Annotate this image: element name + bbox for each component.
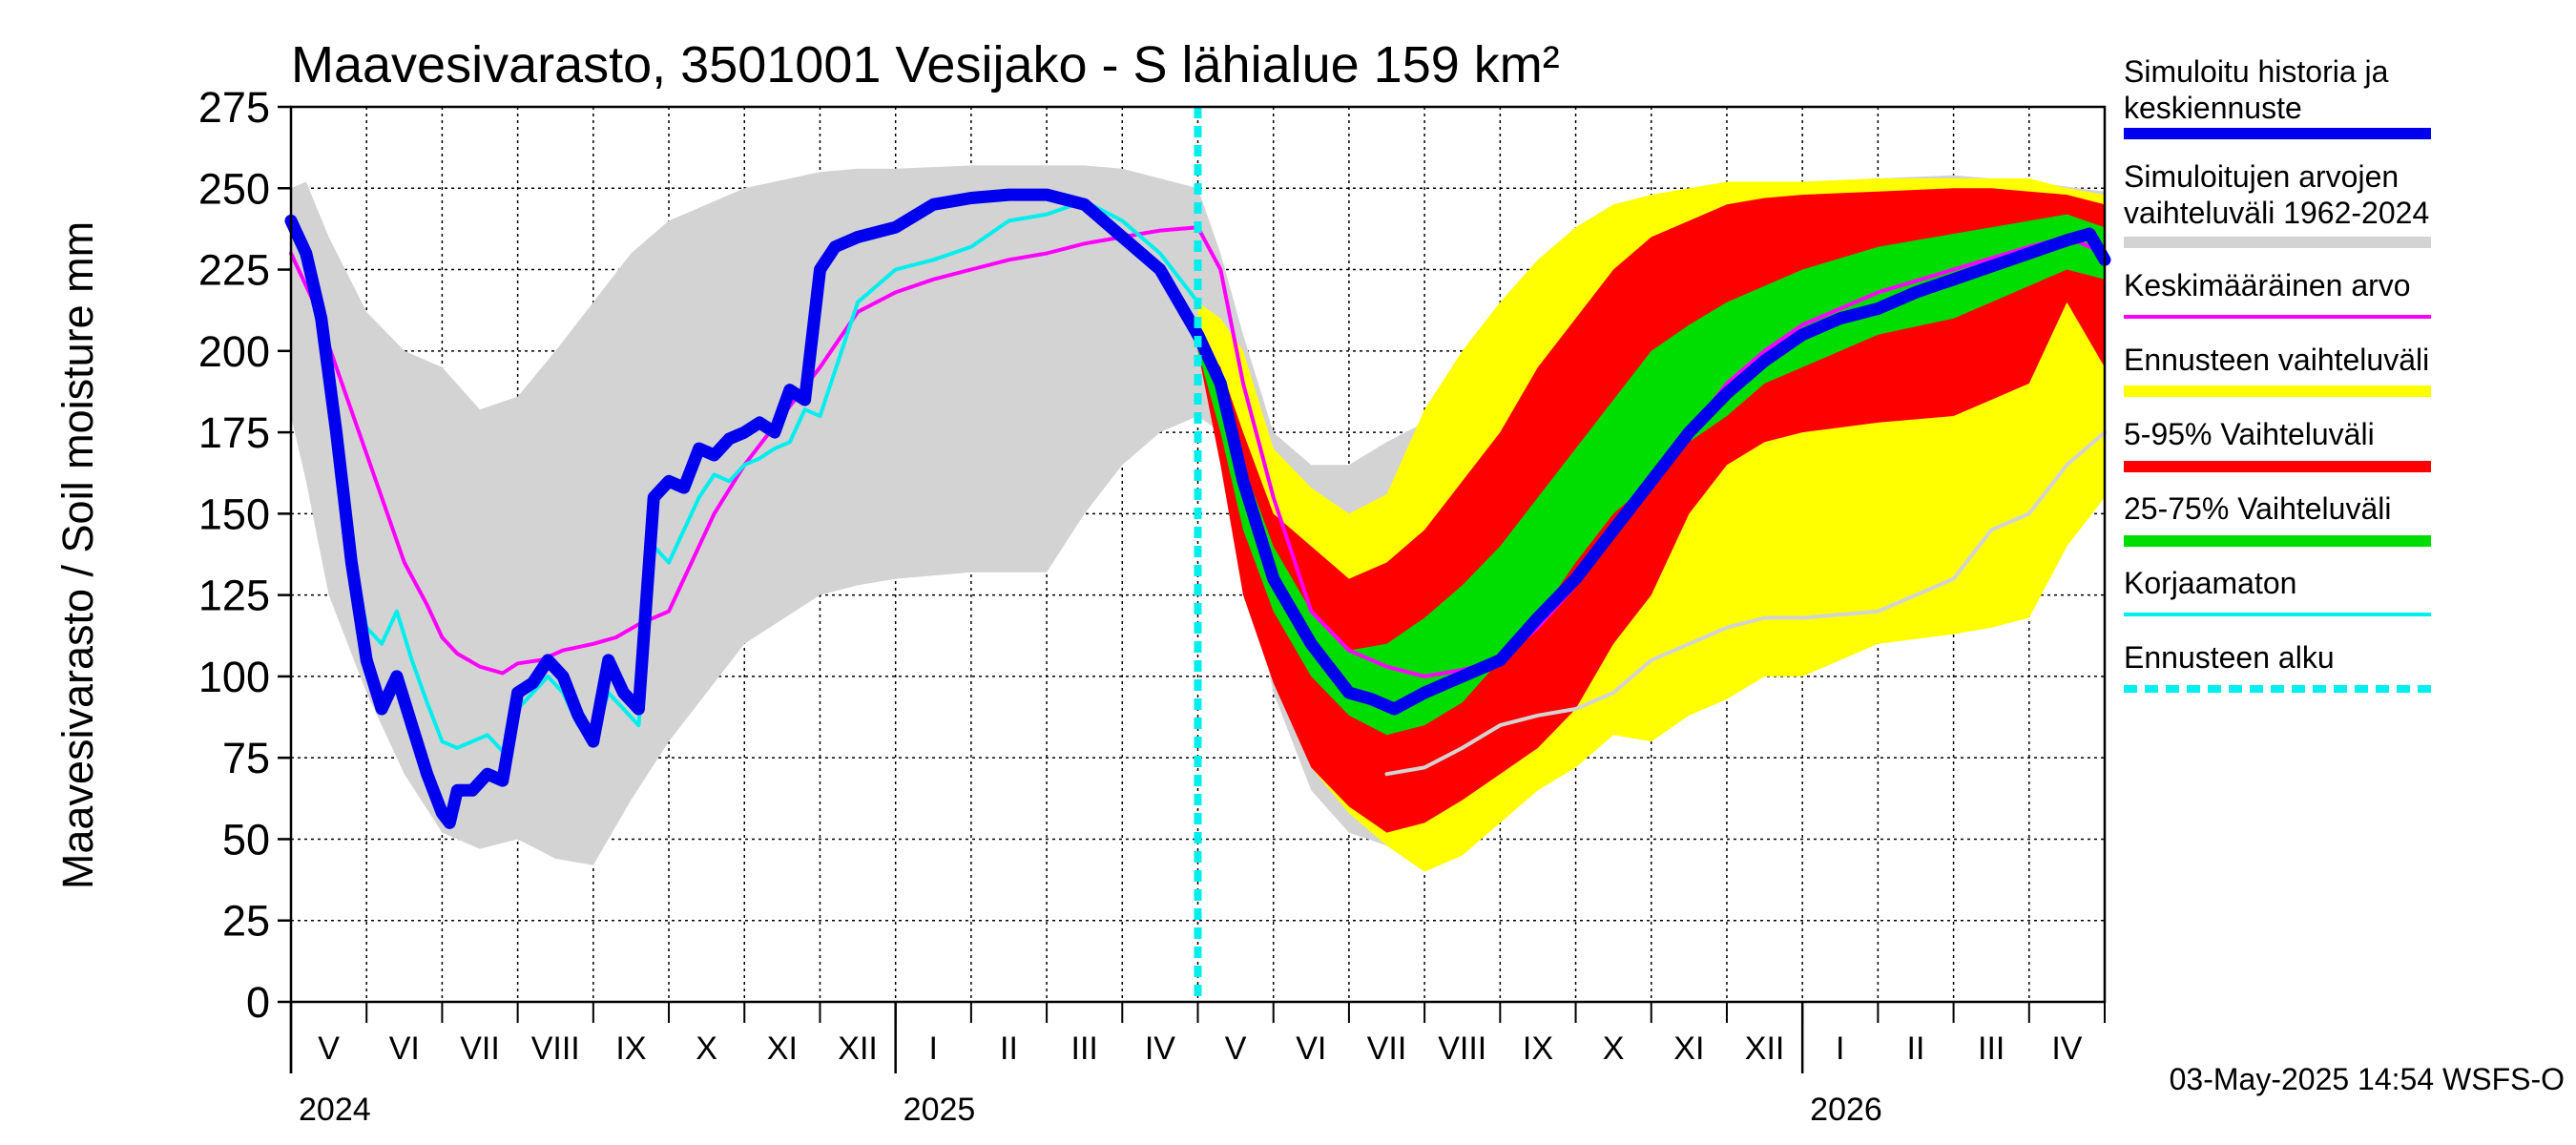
month-label: X <box>696 1030 717 1067</box>
legend-label: 5-95% Vaihteluväli <box>2124 417 2375 451</box>
month-label: VIII <box>531 1030 580 1067</box>
timestamp-label: 03-May-2025 14:54 WSFS-O <box>2170 1062 2565 1096</box>
year-label: 2024 <box>299 1092 371 1128</box>
month-label: VII <box>1367 1030 1407 1067</box>
series-line-2 <box>289 198 1200 754</box>
legend-label: Simuloitujen arvojen vaihteluväli 1962-20… <box>2124 159 2429 230</box>
month-label: I <box>929 1030 938 1067</box>
month-label: III <box>1978 1030 2005 1067</box>
year-label: 2025 <box>904 1092 976 1128</box>
year-label: 2026 <box>1810 1092 1882 1128</box>
legend-label-line: Simuloitujen arvojen <box>2124 159 2399 194</box>
legend-label: Ennusteen vaihteluväli <box>2124 343 2429 377</box>
month-label: I <box>1836 1030 1844 1067</box>
month-label: VI <box>389 1030 420 1067</box>
y-tick-label: 100 <box>198 653 270 701</box>
legend-label: Simuloitu historia ja keskiennuste <box>2124 54 2389 125</box>
y-tick-label: 150 <box>198 489 270 538</box>
month-label: XI <box>767 1030 798 1067</box>
y-axis-label: Maavesivarasto / Soil moisture mm <box>53 221 102 889</box>
legend: Simuloitu historia ja keskiennusteSimuloi… <box>2124 54 2431 693</box>
chart-title: Maavesivarasto, 3501001 Vesijako - S läh… <box>291 36 1560 94</box>
y-tick-label: 50 <box>222 815 270 864</box>
month-label: II <box>1907 1030 1925 1067</box>
y-tick-label: 250 <box>198 164 270 213</box>
series-line-3 <box>1384 430 2107 777</box>
month-label: X <box>1603 1030 1625 1067</box>
legend-label-line: keskiennuste <box>2124 91 2302 125</box>
legend-label: Korjaamaton <box>2124 566 2296 600</box>
legend-label: Ennusteen alku <box>2124 640 2335 675</box>
y-tick-label: 225 <box>198 246 270 295</box>
month-label: IX <box>615 1030 646 1067</box>
y-tick-label: 200 <box>198 327 270 376</box>
month-label: XI <box>1673 1030 1704 1067</box>
month-label: II <box>1000 1030 1018 1067</box>
y-tick-label: 25 <box>222 897 270 946</box>
month-label: III <box>1071 1030 1098 1067</box>
month-label: XII <box>838 1030 878 1067</box>
y-tick-label: 275 <box>198 83 270 132</box>
legend-label: 25-75% Vaihteluväli <box>2124 491 2391 526</box>
month-label: IV <box>1145 1030 1175 1067</box>
month-label: VII <box>460 1030 500 1067</box>
month-label: VIII <box>1438 1030 1486 1067</box>
y-tick-label: 0 <box>246 978 270 1027</box>
y-tick-label: 175 <box>198 408 270 457</box>
month-label: IX <box>1523 1030 1553 1067</box>
month-label: VI <box>1296 1030 1326 1067</box>
y-tick-label: 75 <box>222 734 270 782</box>
month-label: V <box>1225 1030 1247 1067</box>
series-line-0 <box>284 188 2111 829</box>
month-label: IV <box>2051 1030 2082 1067</box>
month-label: XII <box>1745 1030 1785 1067</box>
legend-label-line: vaihteluväli 1962-2024 <box>2124 196 2429 230</box>
legend-label-line: Simuloitu historia ja <box>2124 54 2389 89</box>
legend-label: Keskimääräinen arvo <box>2124 268 2411 302</box>
month-label: V <box>318 1030 340 1067</box>
y-tick-label: 125 <box>198 572 270 620</box>
